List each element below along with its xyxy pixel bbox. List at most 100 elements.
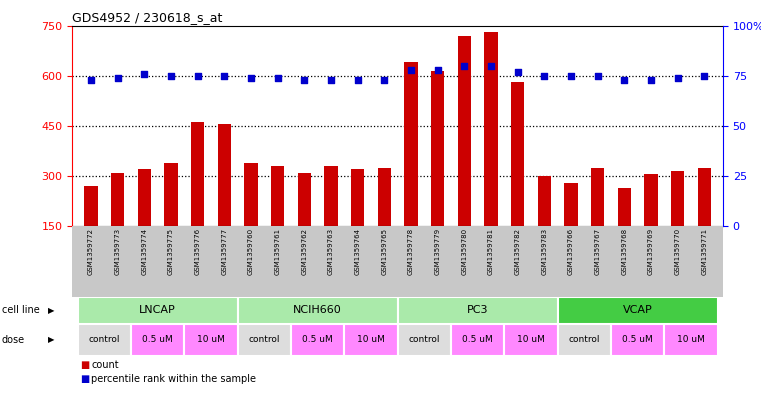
Bar [351, 169, 365, 226]
Bar [298, 173, 311, 226]
Point [165, 72, 177, 79]
Point [698, 72, 710, 79]
Point [405, 66, 417, 73]
Bar [664, 324, 718, 356]
Text: control: control [409, 336, 440, 344]
Text: 0.5 uM: 0.5 uM [142, 336, 173, 344]
Point [458, 62, 470, 69]
Bar [271, 166, 285, 226]
Bar [244, 162, 258, 226]
Bar [237, 324, 291, 356]
Point [352, 77, 364, 83]
Bar [451, 324, 505, 356]
Text: 0.5 uM: 0.5 uM [462, 336, 493, 344]
Text: GDS4952 / 230618_s_at: GDS4952 / 230618_s_at [72, 11, 223, 24]
Text: ■: ■ [80, 374, 89, 384]
Bar [344, 324, 397, 356]
Text: GSM1359775: GSM1359775 [168, 228, 174, 275]
Bar [565, 182, 578, 226]
Text: 0.5 uM: 0.5 uM [622, 336, 653, 344]
Text: ■: ■ [80, 360, 89, 371]
Text: GSM1359780: GSM1359780 [461, 228, 467, 275]
Bar [237, 297, 397, 324]
Point [139, 70, 151, 77]
Text: VCAP: VCAP [622, 305, 652, 316]
Text: GSM1359774: GSM1359774 [142, 228, 148, 275]
Text: GSM1359779: GSM1359779 [435, 228, 441, 275]
Point [591, 72, 603, 79]
Point [378, 77, 390, 83]
Text: GSM1359776: GSM1359776 [195, 228, 201, 275]
Point [538, 72, 550, 79]
Bar [78, 297, 237, 324]
Text: GSM1359778: GSM1359778 [408, 228, 414, 275]
Point [272, 75, 284, 81]
Point [565, 72, 577, 79]
Text: GSM1359783: GSM1359783 [541, 228, 547, 275]
Bar [404, 62, 418, 226]
Bar [218, 124, 231, 226]
Text: GSM1359760: GSM1359760 [248, 228, 254, 275]
Bar [138, 169, 151, 226]
Text: GSM1359766: GSM1359766 [568, 228, 574, 275]
Bar [191, 122, 204, 226]
Bar [131, 324, 184, 356]
Point [671, 75, 683, 81]
Point [192, 72, 204, 79]
Point [112, 75, 124, 81]
Bar [377, 167, 391, 226]
Text: cell line: cell line [2, 305, 40, 316]
Bar [671, 171, 684, 226]
Bar [511, 82, 524, 226]
Bar [457, 35, 471, 226]
Text: GSM1359771: GSM1359771 [702, 228, 707, 275]
Bar [537, 176, 551, 226]
Text: 0.5 uM: 0.5 uM [302, 336, 333, 344]
Bar [431, 71, 444, 226]
Bar [558, 324, 611, 356]
Bar [291, 324, 344, 356]
Bar [398, 297, 558, 324]
Point [85, 77, 97, 83]
Bar [184, 324, 237, 356]
Text: count: count [91, 360, 119, 371]
Bar [645, 174, 658, 226]
Text: dose: dose [2, 335, 24, 345]
Text: 10 uM: 10 uM [677, 336, 705, 344]
Text: ▶: ▶ [48, 336, 55, 344]
Point [431, 66, 444, 73]
Point [485, 62, 497, 69]
Text: GSM1359781: GSM1359781 [488, 228, 494, 275]
Point [245, 75, 257, 81]
Bar [324, 166, 338, 226]
Point [298, 77, 310, 83]
Bar [84, 186, 97, 226]
Text: ▶: ▶ [48, 306, 55, 315]
Bar [698, 167, 711, 226]
Text: NCIH660: NCIH660 [293, 305, 342, 316]
Text: GSM1359763: GSM1359763 [328, 228, 334, 275]
Point [618, 77, 630, 83]
Text: GSM1359768: GSM1359768 [621, 228, 627, 275]
Point [218, 72, 231, 79]
Text: GSM1359770: GSM1359770 [674, 228, 680, 275]
Bar [111, 173, 124, 226]
Text: 10 uM: 10 uM [197, 336, 225, 344]
Point [325, 77, 337, 83]
Text: 10 uM: 10 uM [357, 336, 385, 344]
Text: GSM1359773: GSM1359773 [115, 228, 121, 275]
Bar [398, 324, 451, 356]
Text: PC3: PC3 [466, 305, 489, 316]
Text: GSM1359772: GSM1359772 [88, 228, 94, 275]
Bar [505, 324, 558, 356]
Text: GSM1359767: GSM1359767 [594, 228, 600, 275]
Text: 10 uM: 10 uM [517, 336, 545, 344]
Text: GSM1359761: GSM1359761 [275, 228, 281, 275]
Text: control: control [568, 336, 600, 344]
Bar [558, 297, 718, 324]
Text: control: control [88, 336, 120, 344]
Text: GSM1359769: GSM1359769 [648, 228, 654, 275]
Text: GSM1359765: GSM1359765 [381, 228, 387, 275]
Text: percentile rank within the sample: percentile rank within the sample [91, 374, 256, 384]
Bar [484, 32, 498, 226]
